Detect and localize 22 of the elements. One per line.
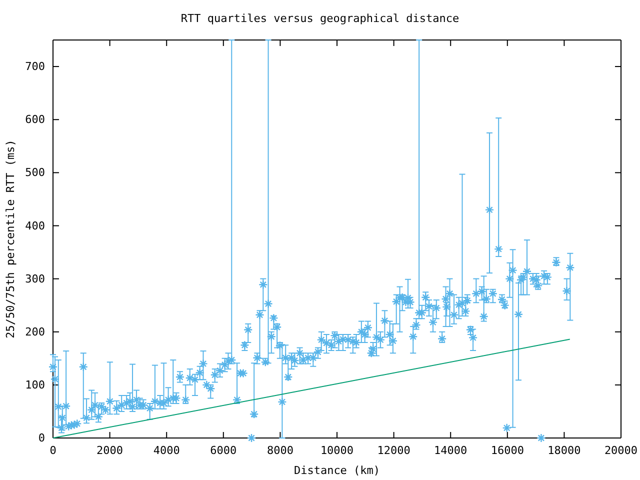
x-tick-label: 2000 (96, 444, 124, 457)
y-tick-label: 600 (25, 113, 45, 126)
x-tick-label: 14000 (434, 444, 468, 457)
x-tick-label: 16000 (490, 444, 524, 457)
x-tick-label: 20000 (604, 444, 638, 457)
x-tick-label: 12000 (377, 444, 410, 457)
y-tick-label: 300 (25, 272, 45, 286)
y-tick-label: 500 (25, 166, 45, 180)
y-tick-label: 100 (25, 378, 45, 392)
x-tick-label: 6000 (210, 444, 237, 457)
x-tick-label: 10000 (320, 444, 354, 457)
x-tick-label: 0 (50, 444, 56, 457)
y-tick-label: 200 (25, 325, 45, 338)
y-tick-label: 400 (25, 219, 45, 232)
x-tick-label: 18000 (548, 444, 581, 457)
x-axis-title: Distance (km) (294, 464, 380, 477)
chart-title: RTT quartiles versus geographical distance (180, 12, 460, 25)
y-tick-label: 0 (38, 432, 45, 445)
y-axis-title: 25/50/75th percentile RTT (ms) (4, 140, 17, 338)
x-tick-label: 4000 (153, 444, 180, 457)
x-tick-label: 8000 (266, 444, 294, 457)
y-tick-label: 700 (25, 60, 45, 74)
